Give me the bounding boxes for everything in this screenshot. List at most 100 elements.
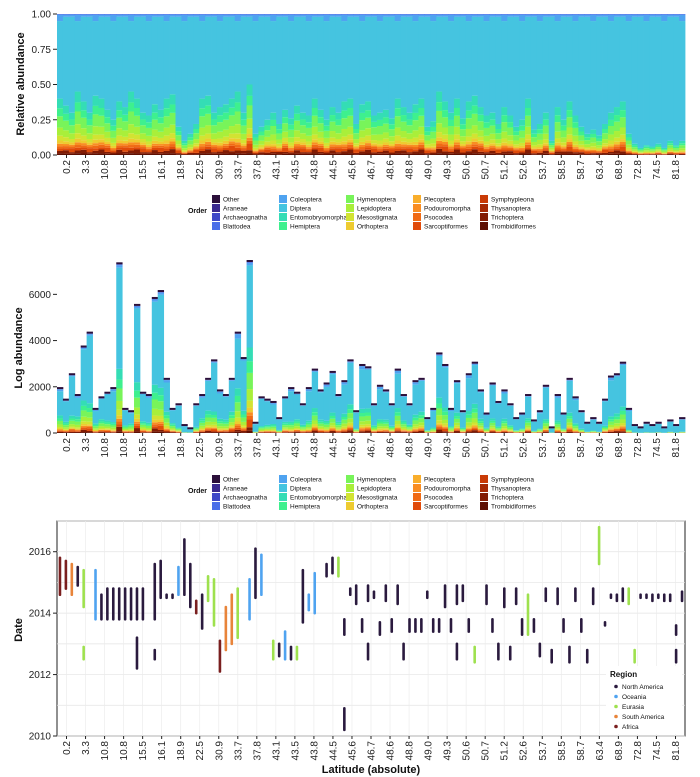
relative-bar-segment	[554, 145, 561, 148]
relative-x-tick-label: 15.5	[138, 160, 149, 180]
relative-bar-segment	[359, 14, 366, 22]
relative-bar-segment	[128, 150, 135, 154]
relative-bar-segment	[151, 16, 159, 105]
log-bar-segment	[228, 424, 236, 427]
relative-bar-segment	[572, 144, 579, 148]
log-bar-segment	[151, 428, 159, 432]
relative-bar-segment	[211, 16, 218, 113]
relative-bar-segment	[169, 146, 176, 150]
relative-bar-segment	[501, 147, 508, 150]
log-bar-segment	[222, 396, 230, 420]
relative-bar-segment	[542, 153, 550, 155]
log-bar-segment	[293, 429, 301, 430]
relative-bar-segment	[465, 136, 473, 142]
log-bar-segment	[341, 426, 348, 429]
relative-bar-segment	[145, 14, 153, 22]
relative-bar-segment	[661, 21, 668, 148]
log-bar-segment	[525, 430, 532, 431]
log-bar-segment	[394, 408, 402, 413]
relative-bar-segment	[679, 145, 686, 149]
relative-bar-segment	[536, 129, 544, 134]
log-bar-segment	[163, 415, 170, 419]
relative-bar-segment	[625, 149, 633, 151]
log-bar-segment	[548, 428, 556, 433]
relative-bar-segment	[359, 153, 366, 155]
relative-bar-segment	[554, 131, 561, 139]
log-bar-segment	[104, 426, 111, 429]
relative-bar-segment	[376, 144, 384, 147]
relative-bar-segment	[276, 148, 283, 150]
relative-bar-segment	[62, 113, 70, 121]
relative-bar-segment	[329, 131, 336, 138]
relative-bar-segment	[483, 122, 490, 128]
relative-bar-segment	[240, 119, 247, 126]
relative-bar-segment	[442, 139, 449, 142]
relative-bar-segment	[240, 16, 247, 113]
log-bar-segment	[619, 432, 627, 433]
relative-bar-segment	[264, 146, 271, 148]
log-bar-segment	[134, 305, 141, 307]
relative-bar-segment	[382, 117, 390, 124]
log-bar-segment	[222, 429, 230, 431]
log-bar-segment	[382, 419, 390, 422]
log-bar-segment	[311, 420, 319, 424]
relative-bar-segment	[246, 95, 253, 106]
log-bar-segment	[607, 424, 615, 428]
relative-bar-segment	[536, 154, 544, 155]
relative-bar-segment	[57, 14, 64, 22]
relative-bar-segment	[353, 145, 360, 148]
relative-bar-segment	[459, 154, 467, 155]
relative-bar-segment	[252, 14, 259, 22]
relative-bar-segment	[501, 14, 508, 22]
relative-bar-segment	[335, 14, 342, 17]
relative-bar-segment	[459, 144, 467, 147]
relative-bar-segment	[590, 146, 597, 149]
log-bar-segment	[613, 419, 621, 424]
log-bar-segment	[205, 426, 212, 429]
log-bar-segment	[293, 391, 301, 394]
log-bar-segment	[240, 429, 247, 431]
log-bar-segment	[92, 424, 99, 427]
relative-bar-segment	[631, 150, 639, 152]
relative-bar-segment	[465, 141, 473, 145]
log-bar-segment	[442, 415, 449, 420]
relative-bar-segment	[216, 107, 224, 116]
relative-bar-segment	[222, 104, 230, 113]
log-bar-segment	[483, 412, 490, 415]
log-bar-segment	[566, 380, 573, 413]
relative-bar-segment	[347, 14, 354, 15]
log-bar-segment	[222, 396, 230, 397]
log-bar-segment	[234, 424, 242, 426]
log-bar-segment	[400, 424, 407, 427]
relative-bar-segment	[359, 151, 366, 154]
legend-label: Mesostigmata	[357, 495, 398, 502]
relative-bar-segment	[252, 14, 259, 15]
log-bar-segment	[519, 429, 526, 430]
relative-bar-segment	[625, 153, 633, 155]
log-bar-segment	[453, 431, 461, 433]
relative-bar-segment	[448, 119, 455, 126]
relative-bar-segment	[353, 139, 360, 144]
relative-bar-segment	[501, 21, 508, 108]
log-bar-segment	[394, 424, 402, 427]
relative-bar-segment	[483, 153, 490, 155]
relative-bar-segment	[673, 149, 680, 152]
log-bar-segment	[234, 334, 242, 339]
log-bar-segment	[430, 410, 437, 412]
relative-x-tick-label: 43.5	[290, 160, 301, 180]
log-bar-segment	[74, 424, 82, 428]
relative-bar-segment	[122, 151, 129, 154]
relative-bar-segment	[134, 144, 141, 148]
relative-bar-segment	[240, 133, 247, 140]
relative-bar-segment	[525, 139, 532, 143]
relative-bar-segment	[667, 16, 674, 141]
relative-bar-segment	[104, 117, 111, 124]
log-bar-segment	[442, 432, 449, 433]
relative-bar-segment	[353, 123, 360, 130]
relative-bar-segment	[258, 154, 265, 155]
log-bar-segment	[406, 431, 413, 433]
relative-bar-segment	[406, 112, 413, 120]
log-bar-segment	[661, 426, 668, 429]
log-bar-segment	[199, 430, 206, 431]
log-bar-segment	[240, 417, 247, 422]
